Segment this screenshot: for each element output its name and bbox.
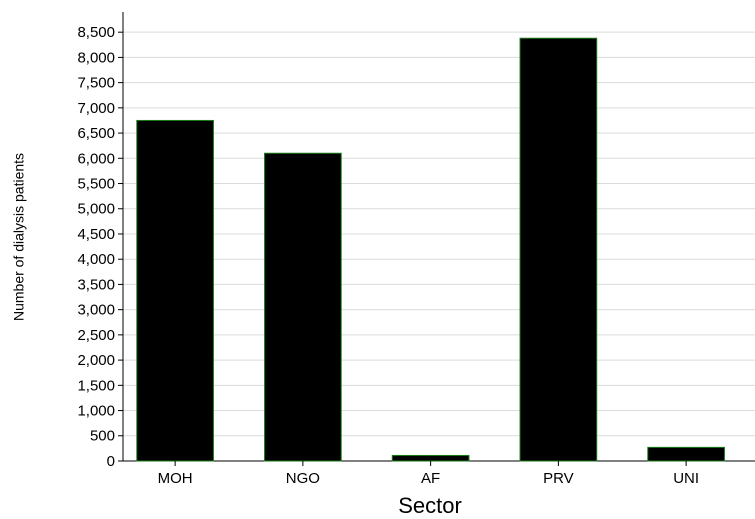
- y-axis-label: Number of dialysis patients: [11, 153, 27, 321]
- x-tick-label: MOH: [158, 470, 193, 487]
- y-tick-label: 500: [90, 428, 115, 445]
- y-tick-label: 8,500: [77, 24, 115, 41]
- y-tick-label: 4,500: [77, 226, 115, 243]
- y-tick-label: 1,000: [77, 403, 115, 420]
- y-tick-label: 8,000: [77, 49, 115, 66]
- x-tick-label: UNI: [673, 470, 699, 487]
- bar: [264, 152, 342, 462]
- bar: [136, 119, 214, 462]
- y-tick-label: 6,500: [77, 125, 115, 142]
- y-tick-label: 3,000: [77, 302, 115, 319]
- x-tick-label: AF: [421, 470, 440, 487]
- y-tick-label: 0: [107, 453, 115, 470]
- y-tick-label: 2,000: [77, 352, 115, 369]
- y-tick-label: 5,500: [77, 175, 115, 192]
- y-tick-label: 5,000: [77, 201, 115, 218]
- bar: [391, 454, 470, 462]
- y-tick-label: 3,500: [77, 276, 115, 293]
- x-tick-label: PRV: [543, 470, 574, 487]
- y-tick-label: 6,000: [77, 150, 115, 167]
- x-tick-label: NGO: [286, 470, 320, 487]
- y-tick-label: 1,500: [77, 377, 115, 394]
- y-tick-label: 7,500: [77, 75, 115, 92]
- bar: [519, 37, 598, 462]
- y-tick-label: 2,500: [77, 327, 115, 344]
- bar: [647, 446, 725, 462]
- x-axis-label: Sector: [398, 493, 462, 518]
- y-tick-label: 7,000: [77, 100, 115, 117]
- y-tick-label: 4,000: [77, 251, 115, 268]
